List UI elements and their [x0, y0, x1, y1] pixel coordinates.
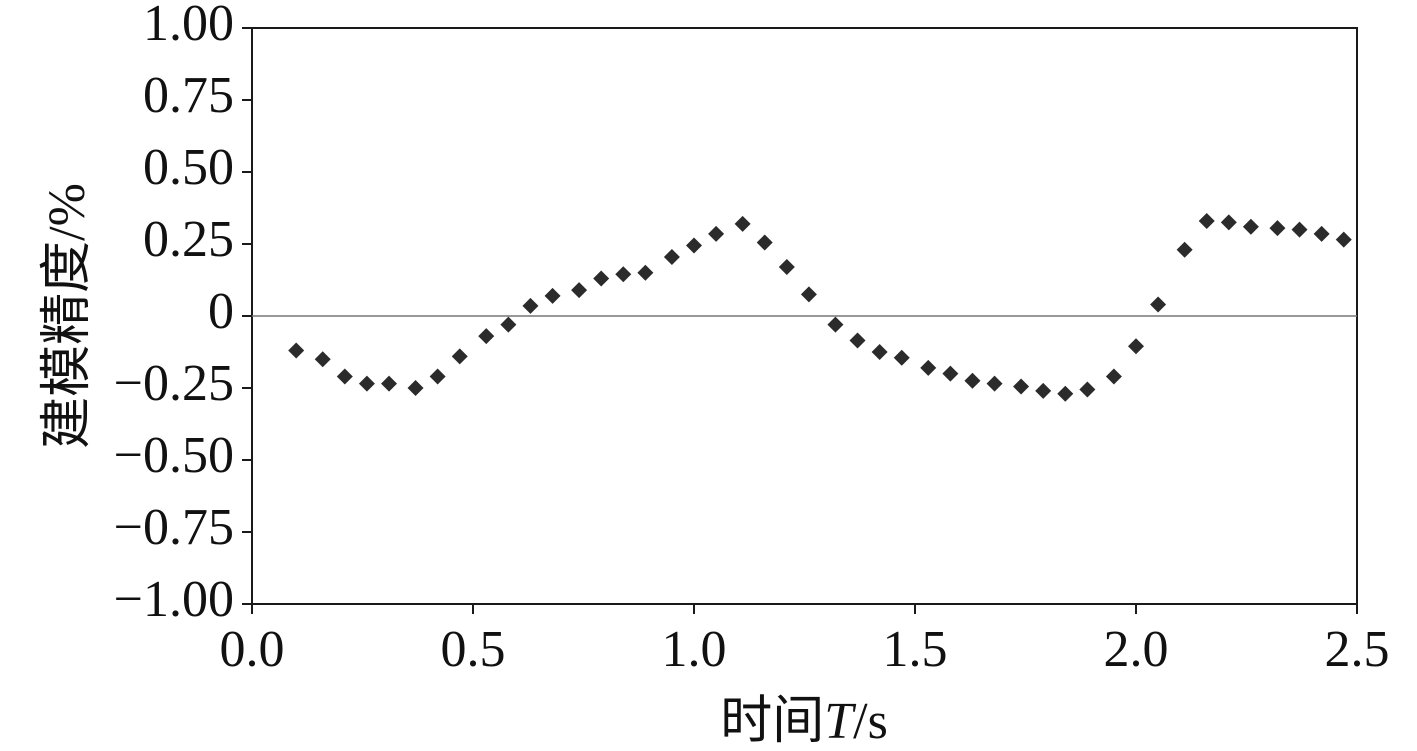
data-point-marker: [920, 359, 937, 376]
data-point-marker: [1198, 212, 1215, 229]
data-point-marker: [734, 215, 751, 232]
data-point-marker: [358, 375, 375, 392]
data-point-marker: [1079, 381, 1096, 398]
data-point-marker: [986, 375, 1003, 392]
x-tick-label: 2.0: [1104, 621, 1169, 678]
y-tick-label: −0.75: [114, 499, 234, 556]
data-point-marker: [778, 259, 795, 276]
data-point-marker: [1013, 378, 1030, 395]
data-point-marker: [893, 349, 910, 366]
data-point-marker: [708, 225, 725, 242]
data-point-marker: [336, 368, 353, 385]
data-point-marker: [1291, 221, 1308, 238]
data-point-marker: [478, 328, 495, 345]
data-point-marker: [1057, 385, 1074, 402]
data-point-marker: [686, 237, 702, 254]
y-tick-label: 0.50: [143, 139, 234, 196]
data-point-marker: [1242, 218, 1259, 235]
data-point-marker: [571, 282, 588, 299]
data-point-marker: [615, 266, 632, 283]
data-point-marker: [381, 375, 398, 392]
y-axis-title: 建模精度/%: [39, 183, 96, 449]
y-tick-label: −0.50: [114, 427, 234, 484]
data-point-marker: [429, 368, 446, 385]
y-tick-label: −0.25: [114, 355, 234, 412]
y-tick-label: 0.75: [143, 67, 234, 124]
data-point-marker: [1335, 231, 1352, 248]
x-tick-label: 2.5: [1325, 621, 1390, 678]
data-point-marker: [849, 332, 866, 349]
data-point-marker: [756, 234, 773, 251]
data-point-marker: [800, 286, 817, 303]
data-point-marker: [1128, 338, 1144, 355]
data-point-marker: [407, 380, 424, 396]
data-point-marker: [964, 372, 981, 389]
y-tick-label: 1.00: [143, 0, 234, 52]
data-point-marker: [451, 348, 468, 365]
data-point-marker: [544, 287, 561, 304]
x-axis-title-prefix: 时间: [720, 693, 824, 750]
y-tick-label: −1.00: [114, 571, 234, 628]
y-tick-label: 0: [208, 283, 234, 340]
data-point-marker: [871, 344, 888, 360]
data-point-marker: [314, 351, 331, 368]
data-point-marker: [1269, 220, 1286, 237]
x-tick-label: 0.5: [441, 621, 506, 678]
data-point-marker: [1035, 382, 1052, 399]
x-axis-title-symbol: T: [824, 693, 856, 750]
data-point-marker: [1313, 225, 1330, 242]
x-tick-label: 1.0: [662, 621, 727, 678]
data-point-marker: [637, 264, 654, 281]
x-tick-label: 0.0: [220, 621, 285, 678]
data-point-marker: [593, 270, 610, 287]
data-point-marker: [1220, 214, 1237, 231]
x-axis-title-unit: /s: [853, 693, 888, 750]
data-point-marker: [1105, 368, 1122, 385]
y-tick-label: 0.25: [143, 211, 234, 268]
data-point-marker: [500, 316, 517, 333]
x-tick-label: 1.5: [883, 621, 948, 678]
data-point-marker: [522, 297, 539, 314]
data-point-marker: [663, 248, 680, 265]
data-point-marker: [942, 365, 959, 382]
data-point-marker: [288, 342, 305, 359]
data-point-marker: [1150, 296, 1167, 313]
data-point-marker: [827, 316, 844, 333]
x-axis-title: 时间T/s: [720, 693, 888, 750]
data-point-marker: [1176, 241, 1193, 258]
